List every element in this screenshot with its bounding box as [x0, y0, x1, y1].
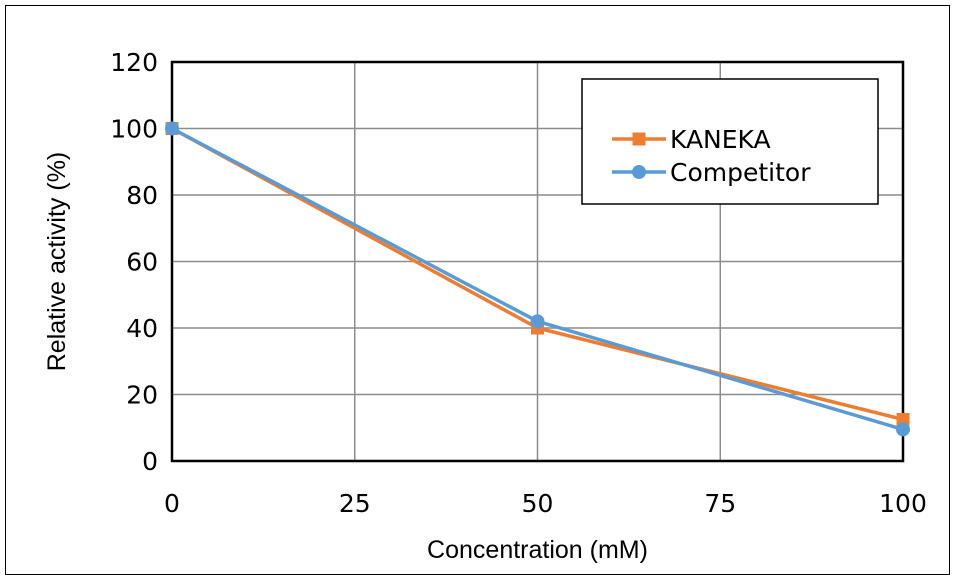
legend-box [581, 78, 879, 205]
x-axis-label: Concentration (mM) [427, 536, 648, 564]
y-tick-label: 0 [142, 447, 158, 476]
legend-marker [632, 165, 646, 179]
y-tick-labels: 0 20 40 60 80 100 120 [110, 48, 158, 476]
legend-marker [632, 132, 646, 146]
data-point [165, 121, 179, 136]
legend: KANEKA Competitor [581, 78, 879, 205]
x-tick-label: 100 [879, 489, 927, 518]
y-tick-label: 60 [126, 248, 158, 277]
x-tick-label: 25 [339, 489, 371, 518]
x-tick-labels: 0 25 50 75 100 [164, 489, 927, 518]
y-tick-label: 80 [126, 181, 158, 210]
data-point [896, 422, 910, 437]
legend-label: Competitor [670, 158, 811, 187]
x-tick-label: 0 [164, 489, 180, 518]
series-layer [165, 121, 910, 437]
y-tick-label: 120 [110, 48, 158, 77]
y-axis-label: Relative activity (%) [43, 152, 71, 372]
y-tick-label: 40 [126, 314, 158, 343]
data-point [530, 314, 545, 329]
y-tick-label: 100 [110, 115, 158, 144]
x-tick-label: 50 [522, 489, 554, 518]
x-tick-label: 75 [704, 489, 736, 518]
data-point [896, 412, 910, 426]
legend-label: KANEKA [670, 125, 771, 154]
plot-area-border [170, 60, 905, 463]
y-tick-label: 20 [126, 381, 158, 410]
